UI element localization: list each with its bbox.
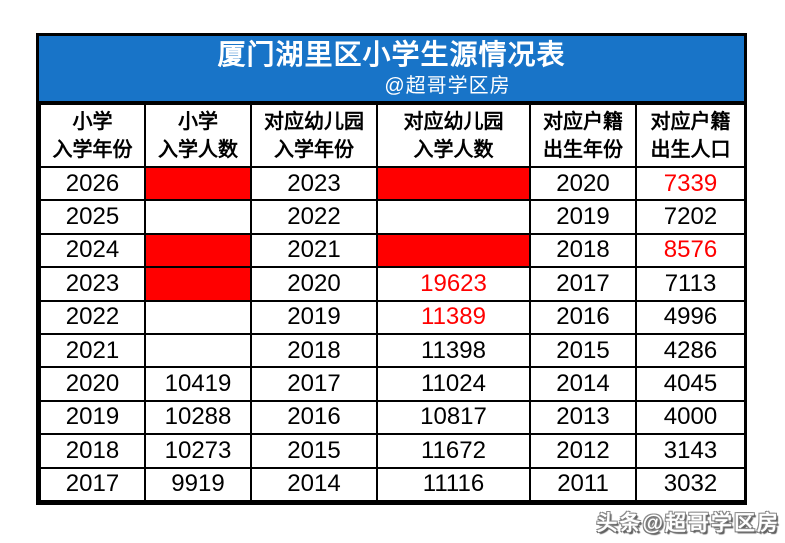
table-cell: 4286 (635, 332, 746, 369)
table-cell: 2021 (250, 232, 378, 269)
table-cell (144, 299, 252, 335)
table-row: 2024 2021 2018 8576 (39, 232, 746, 269)
table-cell: 2020 (39, 366, 146, 402)
table-row: 2018 10273 2015 11672 2012 3143 (39, 433, 746, 469)
table-cell: 3032 (635, 466, 746, 502)
table-cell: 2014 (250, 466, 378, 502)
table-cell: 3143 (635, 433, 746, 469)
table-cell (144, 332, 252, 369)
table-cell: 2020 (529, 165, 637, 202)
table-cell: 11398 (376, 332, 531, 369)
table-cell: 8576 (635, 232, 746, 269)
table-body: 2026 2023 2020 7339 2025 2022 2019 7202 2024 2021… (39, 165, 746, 502)
table-cell: 2017 (250, 366, 378, 402)
table-cell: 11116 (376, 466, 531, 502)
table-cell: 2012 (529, 433, 637, 469)
table-cell: 2013 (529, 399, 637, 436)
table-cell: 2015 (250, 433, 378, 469)
table-cell: 9919 (144, 466, 252, 502)
table-cell: 2023 (39, 266, 146, 302)
table-row: 2017 9919 2014 11116 2011 3032 (39, 466, 746, 502)
table-cell: 11389 (376, 299, 531, 335)
table-cell: 2018 (39, 433, 146, 469)
table-cell: 7202 (635, 199, 746, 235)
table-cell: 2014 (529, 366, 637, 402)
table-cell: 4000 (635, 399, 746, 436)
table-cell (376, 232, 531, 269)
table-row: 2019 10288 2016 10817 2013 4000 (39, 399, 746, 436)
table-cell: 2019 (250, 299, 378, 335)
column-header: 对应户籍 出生人口 (635, 103, 746, 168)
column-header: 对应幼儿园 入学人数 (376, 103, 531, 168)
table-cell: 2019 (39, 399, 146, 436)
table-row: 2023 2020 19623 2017 7113 (39, 266, 746, 302)
table-cell: 2026 (39, 165, 146, 202)
table-cell: 2015 (529, 332, 637, 369)
table-cell: 2017 (39, 466, 146, 502)
table-row: 2022 2019 11389 2016 4996 (39, 299, 746, 335)
table-cell: 2011 (529, 466, 637, 502)
table-cell: 4996 (635, 299, 746, 335)
table-cell (376, 165, 531, 202)
table-cell: 2016 (529, 299, 637, 335)
data-table: 小学 入学年份 小学 入学人数 对应幼儿园 入学年份 对应幼儿园 入学人数 对应户籍 出生年份 对应… (39, 103, 746, 502)
table-header: 小学 入学年份 小学 入学人数 对应幼儿园 入学年份 对应幼儿园 入学人数 对应户籍 出生年份 对应… (39, 103, 746, 168)
table-row: 2021 2018 11398 2015 4286 (39, 332, 746, 369)
table-cell: 7113 (635, 266, 746, 302)
header-row: 小学 入学年份 小学 入学人数 对应幼儿园 入学年份 对应幼儿园 入学人数 对应户籍 出生年份 对应… (39, 103, 746, 168)
table-row: 2025 2022 2019 7202 (39, 199, 746, 235)
table-cell: 4045 (635, 366, 746, 402)
table-cell: 7339 (635, 165, 746, 202)
table-cell: 2018 (250, 332, 378, 369)
column-header: 小学 入学人数 (144, 103, 252, 168)
table-cell: 11024 (376, 366, 531, 402)
table-cell: 2022 (250, 199, 378, 235)
table-cell: 2019 (529, 199, 637, 235)
table-cell: 10273 (144, 433, 252, 469)
table-cell: 10288 (144, 399, 252, 436)
table-row: 2020 10419 2017 11024 2014 4045 (39, 366, 746, 402)
table-cell (144, 266, 252, 302)
author-handle: @超哥学区房 (384, 74, 511, 97)
table-cell: 19623 (376, 266, 531, 302)
table-title-banner: 厦门湖里区小学生源情况表 @超哥学区房 (39, 36, 744, 103)
table-cell (144, 165, 252, 202)
table-row: 2026 2023 2020 7339 (39, 165, 746, 202)
table-cell: 11672 (376, 433, 531, 469)
table-cell: 10419 (144, 366, 252, 402)
page-title: 厦门湖里区小学生源情况表 (217, 39, 566, 71)
table-cell (376, 199, 531, 235)
column-header: 小学 入学年份 (39, 103, 146, 168)
table-cell: 2021 (39, 332, 146, 369)
table-cell: 10817 (376, 399, 531, 436)
table-cell: 2022 (39, 299, 146, 335)
table-cell: 2017 (529, 266, 637, 302)
table-cell: 2016 (250, 399, 378, 436)
column-header: 对应户籍 出生年份 (529, 103, 637, 168)
table-cell: 2023 (250, 165, 378, 202)
table-cell (144, 199, 252, 235)
table-cell: 2024 (39, 232, 146, 269)
table-cell (144, 232, 252, 269)
table-cell: 2018 (529, 232, 637, 269)
toutiao-watermark: 头条@超哥学区房 (596, 512, 780, 535)
table-cell: 2020 (250, 266, 378, 302)
student-source-table: 厦门湖里区小学生源情况表 @超哥学区房 小学 入学年份 小学 入学人数 对应幼儿园 入学年… (36, 33, 747, 505)
table-cell: 2025 (39, 199, 146, 235)
column-header: 对应幼儿园 入学年份 (250, 103, 378, 168)
